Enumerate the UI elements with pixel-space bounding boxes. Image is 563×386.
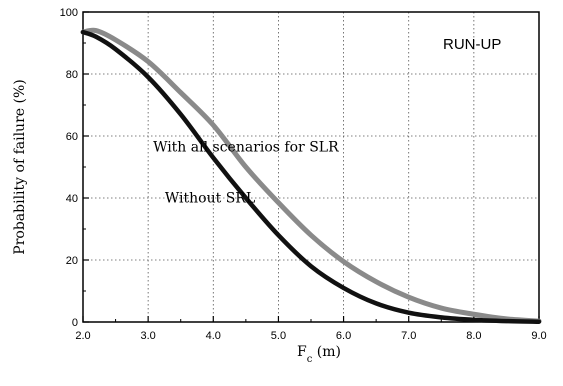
y-tick-label: 20 — [66, 255, 78, 267]
annotation-without-srl: Without SRL — [165, 191, 255, 207]
grid-lines — [83, 12, 539, 322]
y-tick-label: 0 — [72, 317, 78, 329]
x-axis-label-unit: (m) — [312, 344, 341, 360]
plot-frame — [82, 11, 540, 323]
chart-title: RUN-UP — [443, 36, 501, 53]
x-tick-label: 6.0 — [336, 330, 351, 342]
series-without-srl — [80, 29, 542, 324]
x-tick-label: 4.0 — [206, 330, 221, 342]
x-tick-label: 9.0 — [531, 330, 546, 342]
y-axis-label: Probability of failure (%) — [12, 79, 28, 254]
x-axis-label: Fc (m) — [297, 344, 341, 365]
annotation-with-all-scenarios: With all scenarios for SLR — [153, 140, 339, 156]
axis-ticks — [82, 11, 540, 323]
tick-labels: 2.0 3.0 4.0 5.0 6.0 7.0 8.0 9.0 0 20 40 60 80 100 — [60, 7, 547, 342]
x-tick-label: 7.0 — [401, 330, 416, 342]
x-tick-label: 2.0 — [75, 330, 90, 342]
y-tick-label: 60 — [66, 131, 78, 143]
y-tick-label: 100 — [60, 7, 78, 19]
series-lines — [80, 27, 542, 324]
series-with-all-scenarios-for-slr — [80, 27, 542, 324]
x-axis-label-main: F — [297, 344, 307, 360]
y-tick-label: 80 — [66, 69, 78, 81]
x-tick-label: 8.0 — [466, 330, 481, 342]
x-axis-label-subscript: c — [307, 354, 313, 365]
x-tick-label: 3.0 — [140, 330, 155, 342]
x-tick-label: 5.0 — [271, 330, 286, 342]
y-tick-label: 40 — [66, 193, 78, 205]
